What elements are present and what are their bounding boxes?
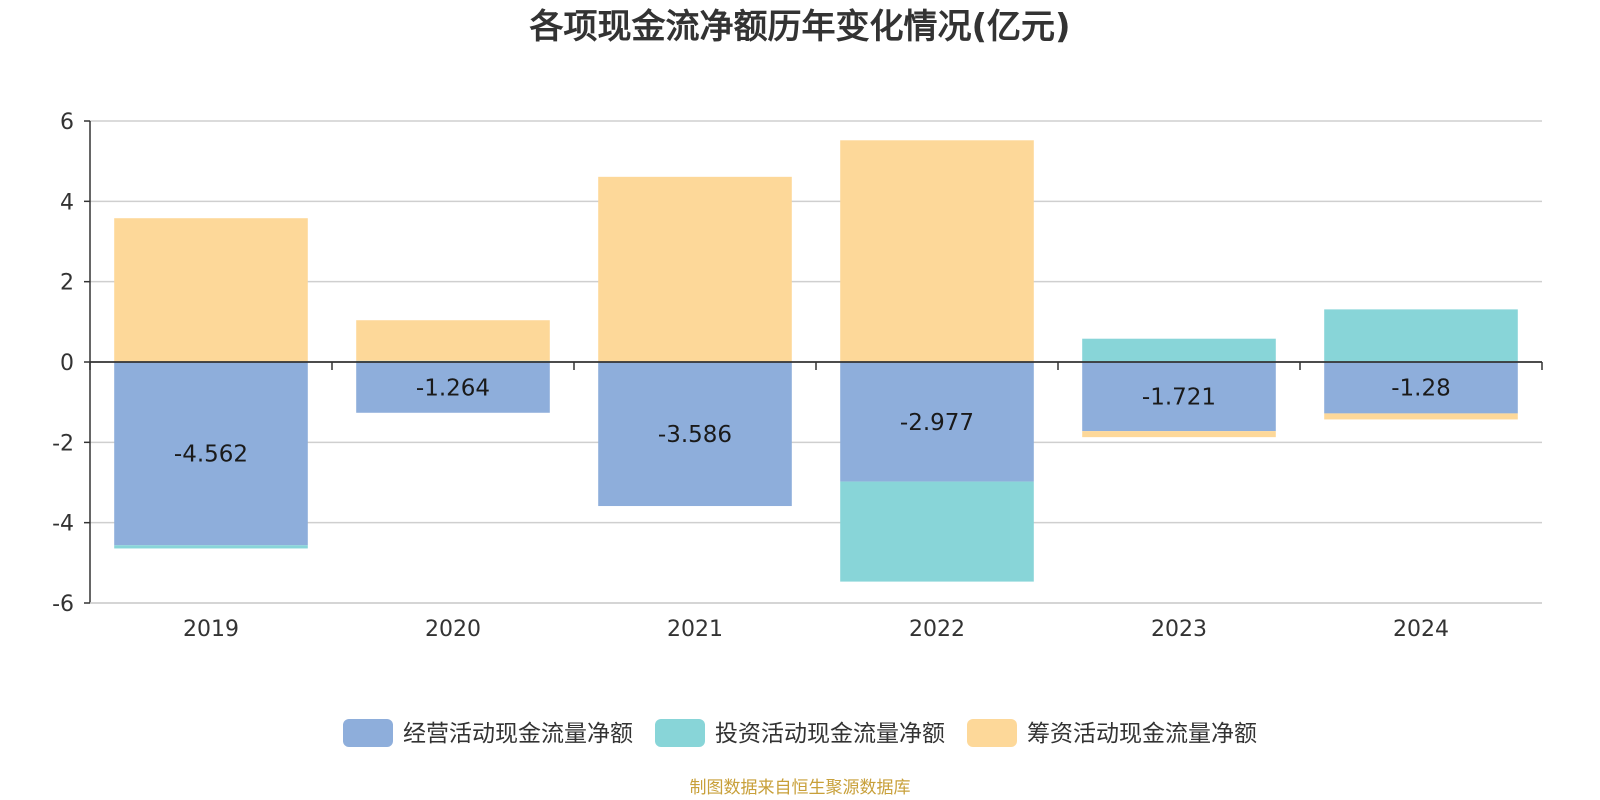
legend-swatch [967,719,1017,747]
y-tick-label: -4 [52,512,74,537]
x-tick-label: 2022 [909,617,965,642]
axes: 6 4 2 0 -2 -4 -6 2019 2020 2021 2022 2023 2024 [52,110,1543,642]
bar [1324,413,1518,420]
legend-swatch [655,719,705,747]
legend-swatch [343,719,393,747]
bar [114,218,308,362]
bar [356,362,550,413]
bar [598,176,792,362]
bar [114,545,308,549]
data-labels: -4.562 -1.264 -3.586 -2.977 -1.721 -1.28 [174,375,1451,467]
data-label: -4.562 [174,442,248,468]
bar [1324,309,1518,362]
x-tick-label: 2021 [667,617,723,642]
legend-label: 投资活动现金流量净额 [715,721,945,747]
bar [840,140,1034,362]
data-label: -1.28 [1391,376,1451,402]
bar [1082,362,1276,432]
data-label: -1.721 [1142,385,1216,411]
bar [840,481,1034,582]
bars [114,140,1518,582]
bar [1324,362,1518,414]
bar [1082,431,1276,438]
y-tick-label: 0 [60,351,74,376]
x-tick-label: 2019 [183,617,239,642]
bar [840,362,1034,482]
data-label: -2.977 [900,410,974,436]
source-note: 制图数据来自恒生聚源数据库 [690,778,911,798]
y-tick-label: 4 [60,190,74,215]
chart-title: 各项现金流净额历年变化情况(亿元) [529,7,1070,47]
x-tick-label: 2020 [425,617,481,642]
bar [598,362,792,507]
bar [114,362,308,546]
bar [356,320,550,361]
bar [1082,338,1276,362]
data-label: -1.264 [416,375,490,401]
x-tick-label: 2024 [1393,617,1449,642]
data-label: -3.586 [658,422,732,448]
y-tick-label: -6 [52,592,74,617]
y-tick-label: 2 [60,271,74,296]
y-tick-label: -2 [52,431,74,456]
y-tick-label: 6 [60,110,74,135]
legend-label: 经营活动现金流量净额 [403,721,633,747]
x-tick-label: 2023 [1151,617,1207,642]
legend: 经营活动现金流量净额 投资活动现金流量净额 筹资活动现金流量净额 [343,719,1257,747]
legend-label: 筹资活动现金流量净额 [1027,721,1257,747]
